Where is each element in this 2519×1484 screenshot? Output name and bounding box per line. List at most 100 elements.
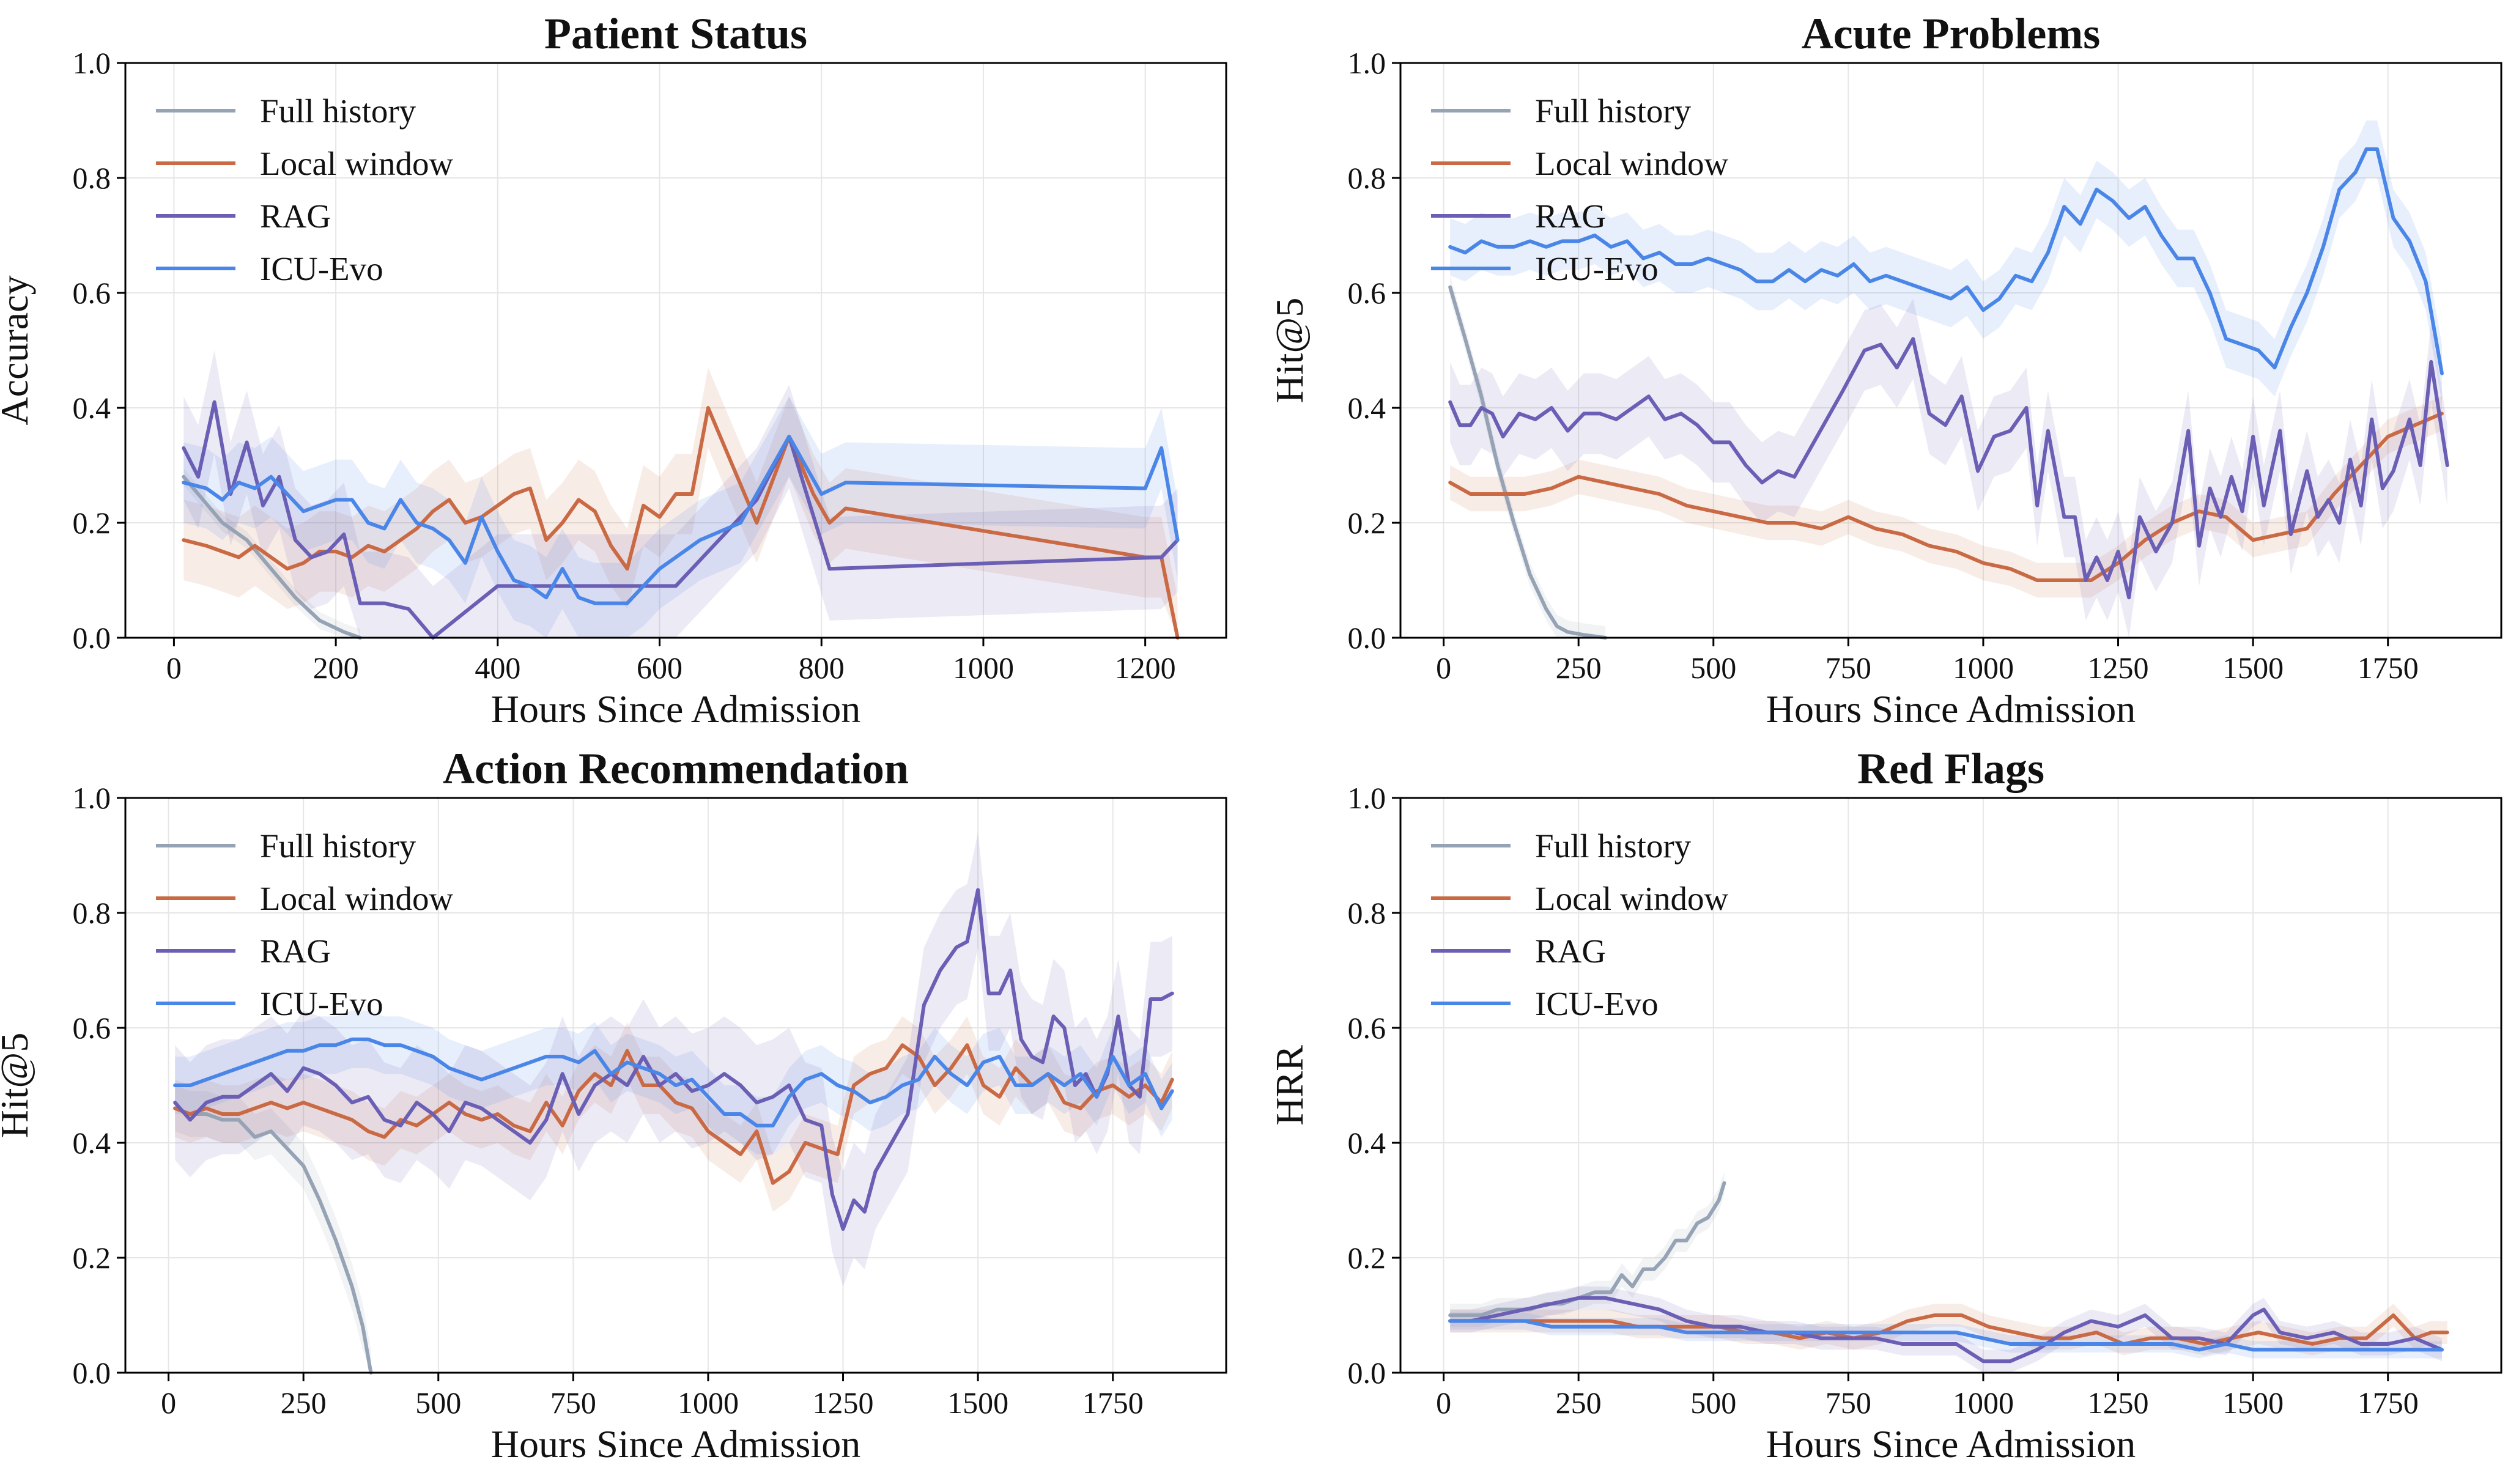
full-history-line xyxy=(173,1106,373,1375)
icu-evo-line xyxy=(1448,147,2444,375)
icu-evo-line xyxy=(182,435,1180,605)
y-tick-label: 1.0 xyxy=(73,46,111,80)
x-tick-label: 0 xyxy=(161,1386,176,1420)
x-tick-label: 500 xyxy=(415,1386,461,1420)
panel-acute-problems: 0 250 500 750 1000 1250 1500 1750 0.0 0.2 0.4 0.6 0.… xyxy=(1268,9,2502,731)
legend-label-local-window: Local window xyxy=(260,145,453,182)
chart-title: Patient Status xyxy=(544,9,807,58)
y-tick-label: 0.8 xyxy=(1348,161,1386,195)
icu-evo-band xyxy=(1450,120,2442,402)
rag-band xyxy=(1450,1287,2442,1373)
legend-label-icu-evo: ICU-Evo xyxy=(260,250,383,287)
x-tick-label: 750 xyxy=(550,1386,596,1420)
y-tick-label: 0.6 xyxy=(1348,1011,1386,1045)
rag-line xyxy=(182,400,1180,640)
y-tick-label: 0.4 xyxy=(1348,1126,1386,1160)
y-tick-label: 1.0 xyxy=(1348,46,1386,80)
rag-line xyxy=(1448,1296,2444,1364)
legend-label-icu-evo: ICU-Evo xyxy=(260,985,383,1022)
y-tick-label: 0.8 xyxy=(1348,896,1386,930)
x-tick-label: 1500 xyxy=(2222,651,2284,685)
x-tick-label: 1750 xyxy=(1082,1386,1144,1420)
x-tick-label: 1750 xyxy=(2358,651,2419,685)
local-window-line xyxy=(1448,1313,2449,1346)
legend-label-icu-evo: ICU-Evo xyxy=(1535,985,1659,1022)
y-tick-label: 0.0 xyxy=(1348,1356,1386,1390)
axes-frame xyxy=(124,62,1227,639)
full-history-line xyxy=(1448,1181,1726,1317)
axes-frame xyxy=(124,797,1227,1374)
y-tick-label: 0.2 xyxy=(1348,1241,1386,1275)
y-tick-label: 0.6 xyxy=(73,276,111,310)
legend-label-rag: RAG xyxy=(260,197,331,235)
axes-frame xyxy=(1399,62,2502,639)
y-tick-label: 0.6 xyxy=(1348,276,1386,310)
y-tick-label: 0.0 xyxy=(73,1356,111,1390)
legend: Full history Local window RAG ICU-Evo xyxy=(156,827,453,1022)
icu-evo-line xyxy=(1448,1319,2444,1352)
y-tick-label: 0.0 xyxy=(73,621,111,655)
local-window-band xyxy=(183,367,1178,638)
x-tick-label: 1500 xyxy=(2222,1386,2284,1420)
x-tick-label: 250 xyxy=(1556,651,1602,685)
y-tick-label: 1.0 xyxy=(73,781,111,815)
axes-frame xyxy=(1399,797,2502,1374)
local-window-band xyxy=(1450,396,2442,598)
x-tick-label: 500 xyxy=(1690,651,1736,685)
legend-label-full-history: Full history xyxy=(260,827,416,865)
x-tick-label: 750 xyxy=(1825,651,1871,685)
x-axis-label: Hours Since Admission xyxy=(1766,1422,2136,1466)
x-tick-label: 0 xyxy=(1436,651,1451,685)
panel-action-recommendation: 0 250 500 750 1000 1250 1500 1750 0.0 0.2 0.4 0.6 0.… xyxy=(0,744,1227,1466)
x-tick-label: 400 xyxy=(475,651,520,685)
y-tick-label: 0.4 xyxy=(1348,391,1386,425)
icu-evo-band xyxy=(183,396,1178,638)
x-tick-label: 250 xyxy=(1556,1386,1602,1420)
panel-patient-status: 0 200 400 600 800 1000 1200 0.0 0.2 0.4 0.6 0.8 1.0 P… xyxy=(0,9,1227,731)
legend: Full history Local window RAG ICU-Evo xyxy=(1431,92,1728,287)
x-tick-label: 1250 xyxy=(2088,1386,2149,1420)
legend-label-rag: RAG xyxy=(1535,197,1606,235)
legend-label-local-window: Local window xyxy=(1535,880,1728,917)
legend-label-rag: RAG xyxy=(260,932,331,970)
y-tick-label: 1.0 xyxy=(1348,781,1386,815)
local-window-line xyxy=(1448,412,2444,582)
legend-label-rag: RAG xyxy=(1535,932,1606,970)
full-history-line xyxy=(1448,285,1608,640)
legend-label-full-history: Full history xyxy=(1535,92,1692,130)
y-tick-label: 0.4 xyxy=(73,391,111,425)
rag-band xyxy=(175,832,1172,1287)
y-tick-label: 0.0 xyxy=(1348,621,1386,655)
x-tick-label: 250 xyxy=(281,1386,327,1420)
x-tick-label: 1500 xyxy=(947,1386,1008,1420)
x-tick-label: 1750 xyxy=(2358,1386,2419,1420)
x-axis-label: Hours Since Admission xyxy=(491,687,860,731)
y-axis-label: Hit@5 xyxy=(1268,298,1311,404)
icu-evo-line xyxy=(173,1037,1174,1128)
chart-title: Acute Problems xyxy=(1802,9,2101,58)
x-tick-label: 1000 xyxy=(678,1386,739,1420)
x-tick-label: 750 xyxy=(1825,1386,1871,1420)
legend: Full history Local window RAG ICU-Evo xyxy=(156,92,453,287)
y-tick-label: 0.2 xyxy=(1348,506,1386,540)
legend-label-local-window: Local window xyxy=(1535,145,1728,182)
rag-line xyxy=(1448,337,2449,600)
x-axis-label: Hours Since Admission xyxy=(1766,687,2136,731)
x-tick-label: 1200 xyxy=(1115,651,1176,685)
chart-title: Action Recommendation xyxy=(443,744,909,793)
x-tick-label: 1000 xyxy=(1953,651,2014,685)
x-tick-label: 600 xyxy=(637,651,682,685)
rag-band xyxy=(1450,298,2447,638)
x-axis-label: Hours Since Admission xyxy=(491,1422,860,1466)
legend-label-local-window: Local window xyxy=(260,880,453,917)
x-tick-label: 1000 xyxy=(1953,1386,2014,1420)
x-tick-label: 1250 xyxy=(813,1386,874,1420)
x-tick-label: 800 xyxy=(799,651,845,685)
legend-label-full-history: Full history xyxy=(260,92,416,130)
x-tick-label: 0 xyxy=(1436,1386,1451,1420)
legend-label-full-history: Full history xyxy=(1535,827,1692,865)
legend: Full history Local window RAG ICU-Evo xyxy=(1431,827,1728,1022)
full-history-line xyxy=(182,474,362,640)
chart-title: Red Flags xyxy=(1857,744,2044,793)
